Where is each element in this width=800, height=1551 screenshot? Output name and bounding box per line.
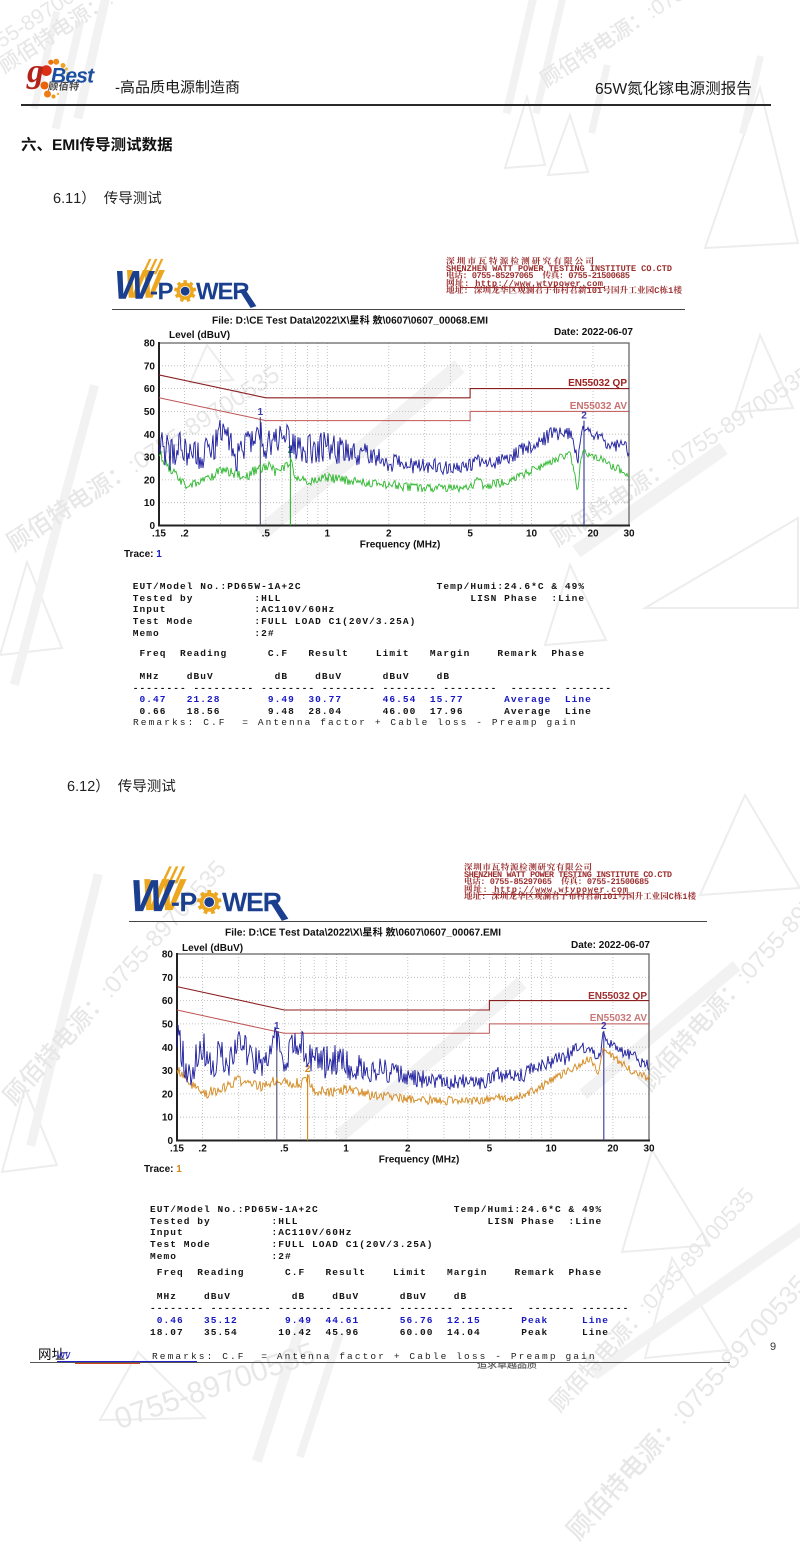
svg-text:30: 30	[643, 1144, 655, 1155]
svg-text:.5: .5	[262, 529, 271, 540]
svg-text:70: 70	[162, 973, 174, 984]
svg-text:20: 20	[144, 475, 156, 486]
svg-text:40: 40	[162, 1043, 174, 1054]
svg-text:.15: .15	[152, 529, 166, 540]
svg-text:Frequency (MHz): Frequency (MHz)	[379, 1155, 460, 1166]
svg-text:EN55032 AV: EN55032 AV	[570, 401, 628, 412]
svg-text:EN55032 QP: EN55032 QP	[588, 991, 647, 1002]
svg-text:10: 10	[526, 529, 538, 540]
svg-text:20: 20	[587, 529, 599, 540]
svg-text:2: 2	[581, 411, 587, 422]
svg-text:30: 30	[144, 453, 156, 464]
svg-text:1: 1	[274, 1021, 280, 1032]
svg-text:30: 30	[623, 529, 635, 540]
svg-text:.5: .5	[280, 1144, 289, 1155]
svg-text:1: 1	[258, 407, 264, 418]
svg-text:70: 70	[144, 361, 156, 372]
svg-text:EN55032 AV: EN55032 AV	[590, 1013, 648, 1024]
svg-text:50: 50	[144, 407, 156, 418]
svg-text:20: 20	[162, 1089, 174, 1100]
svg-text:10: 10	[144, 498, 156, 509]
svg-text:5: 5	[487, 1144, 493, 1155]
svg-text:Frequency (MHz): Frequency (MHz)	[360, 540, 441, 551]
svg-text:40: 40	[144, 430, 156, 441]
svg-text:80: 80	[162, 950, 174, 961]
svg-text:60: 60	[144, 384, 156, 395]
svg-text:.2: .2	[180, 529, 189, 540]
svg-text:5: 5	[467, 529, 473, 540]
svg-text:1: 1	[325, 529, 331, 540]
svg-text:.15: .15	[170, 1144, 184, 1155]
svg-text:1: 1	[343, 1144, 349, 1155]
svg-text:60: 60	[162, 996, 174, 1007]
svg-text:0: 0	[149, 521, 155, 532]
svg-text:0: 0	[167, 1136, 173, 1147]
svg-text:2: 2	[405, 1144, 411, 1155]
svg-text:30: 30	[162, 1066, 174, 1077]
svg-text:10: 10	[546, 1144, 558, 1155]
svg-text:20: 20	[607, 1144, 619, 1155]
svg-text:50: 50	[162, 1019, 174, 1030]
svg-text:.2: .2	[198, 1144, 207, 1155]
svg-text:EN55032 QP: EN55032 QP	[568, 378, 627, 389]
svg-text:80: 80	[144, 339, 156, 350]
svg-text:2: 2	[386, 529, 392, 540]
svg-text:2: 2	[601, 1021, 607, 1032]
svg-text:10: 10	[162, 1113, 174, 1124]
svg-text:2: 2	[305, 1064, 311, 1075]
